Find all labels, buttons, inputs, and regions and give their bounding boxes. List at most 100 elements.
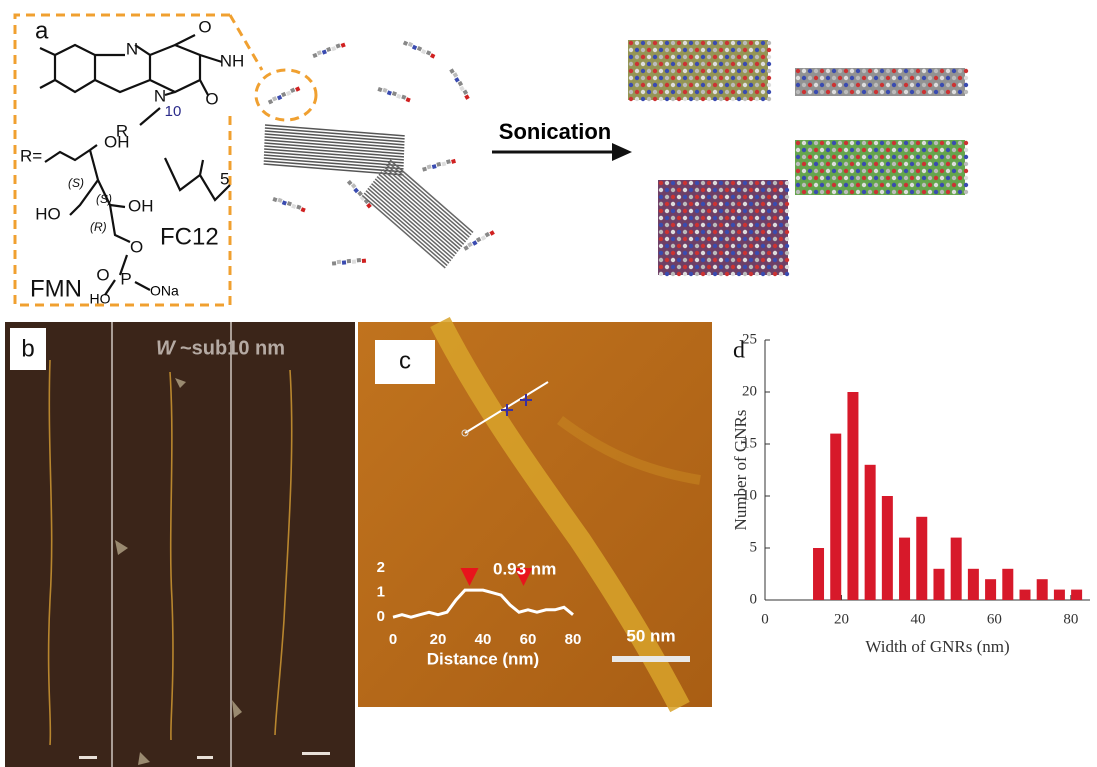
atom-dot [665, 69, 669, 73]
atom-dot [779, 244, 783, 248]
atom-dot [767, 97, 771, 101]
atom-dot [880, 83, 884, 87]
atom-dot [785, 195, 789, 199]
atom-dot [677, 48, 681, 52]
sheet [264, 146, 404, 157]
atom-dot [421, 49, 426, 54]
atom-dot [701, 76, 705, 80]
atom-dot [755, 223, 759, 227]
atom-dot [755, 216, 759, 220]
atom-dot [731, 202, 735, 206]
atom-dot [844, 176, 848, 180]
atom-dot [701, 223, 705, 227]
atom-dot [868, 141, 872, 145]
atom-dot [695, 251, 699, 255]
atom-dot [910, 76, 914, 80]
atom-dot [463, 245, 468, 250]
atom-dot [719, 202, 723, 206]
atom-dot [952, 183, 956, 187]
atom-dot [874, 162, 878, 166]
atom-dot [701, 62, 705, 66]
atom-dot [946, 183, 950, 187]
atom-dot [862, 190, 866, 194]
atom-dot [689, 62, 693, 66]
atom-dot [952, 148, 956, 152]
atom-dot [671, 41, 675, 45]
atom-dot [317, 50, 322, 55]
atom-dot [796, 183, 800, 187]
molecule [449, 68, 470, 100]
atom-dot [725, 55, 729, 59]
atom-dot [785, 188, 789, 192]
atom-dot [946, 90, 950, 94]
atom-dot [767, 265, 771, 269]
atom-dot [838, 162, 842, 166]
atom-dot [647, 69, 651, 73]
atom-dot [286, 91, 291, 96]
atom-dot [844, 169, 848, 173]
atom-dot [701, 216, 705, 220]
atom-dot [856, 169, 860, 173]
atom-dot [773, 272, 777, 276]
atom-dot [773, 265, 777, 269]
atom-dot [749, 55, 753, 59]
atom-dot [850, 190, 854, 194]
atom-dot [808, 183, 812, 187]
atom-dot [874, 69, 878, 73]
atom-dot [713, 272, 717, 276]
atom-dot [850, 76, 854, 80]
atom-dot [850, 69, 854, 73]
atom-dot [785, 251, 789, 255]
atom-dot [749, 272, 753, 276]
atom-dot [808, 90, 812, 94]
atom-dot [838, 76, 842, 80]
atom-dot [749, 41, 753, 45]
atom-dot [886, 183, 890, 187]
atom-dot [785, 202, 789, 206]
atom-dot [659, 97, 663, 101]
atom-dot [713, 97, 717, 101]
atom-dot [695, 195, 699, 199]
atom-dot [767, 55, 771, 59]
atom-dot [940, 76, 944, 80]
atom-dot [635, 97, 639, 101]
atom-dot [814, 155, 818, 159]
atom-dot [683, 251, 687, 255]
atom-dot [868, 155, 872, 159]
atom-dot [874, 141, 878, 145]
atom-dot [808, 83, 812, 87]
atom-dot [910, 190, 914, 194]
atom-dot [671, 83, 675, 87]
atom-dot [677, 90, 681, 94]
atom-dot [719, 230, 723, 234]
sheet [264, 137, 404, 148]
atom-dot [928, 155, 932, 159]
atom-dot [761, 90, 765, 94]
atom-dot [928, 141, 932, 145]
atom-dot [695, 223, 699, 227]
atom-dot [755, 76, 759, 80]
atom-dot [671, 202, 675, 206]
atom-dot [904, 169, 908, 173]
atom-dot [653, 41, 657, 45]
atom-dot [898, 76, 902, 80]
atom-dot [886, 90, 890, 94]
atom-dot [826, 162, 830, 166]
atom-dot [802, 155, 806, 159]
atom-dot [862, 162, 866, 166]
atom-dot [683, 272, 687, 276]
atom-dot [683, 41, 687, 45]
atom-dot [868, 69, 872, 73]
atom-dot [850, 162, 854, 166]
atom-dot [665, 272, 669, 276]
atom-dot [796, 141, 800, 145]
atom-dot [731, 237, 735, 241]
atom-dot [868, 76, 872, 80]
atom-dot [868, 162, 872, 166]
sheet [265, 125, 405, 136]
atom-dot [725, 90, 729, 94]
atom-dot [689, 76, 693, 80]
sem-image [5, 322, 355, 767]
atom-dot [850, 155, 854, 159]
atom-dot [934, 90, 938, 94]
